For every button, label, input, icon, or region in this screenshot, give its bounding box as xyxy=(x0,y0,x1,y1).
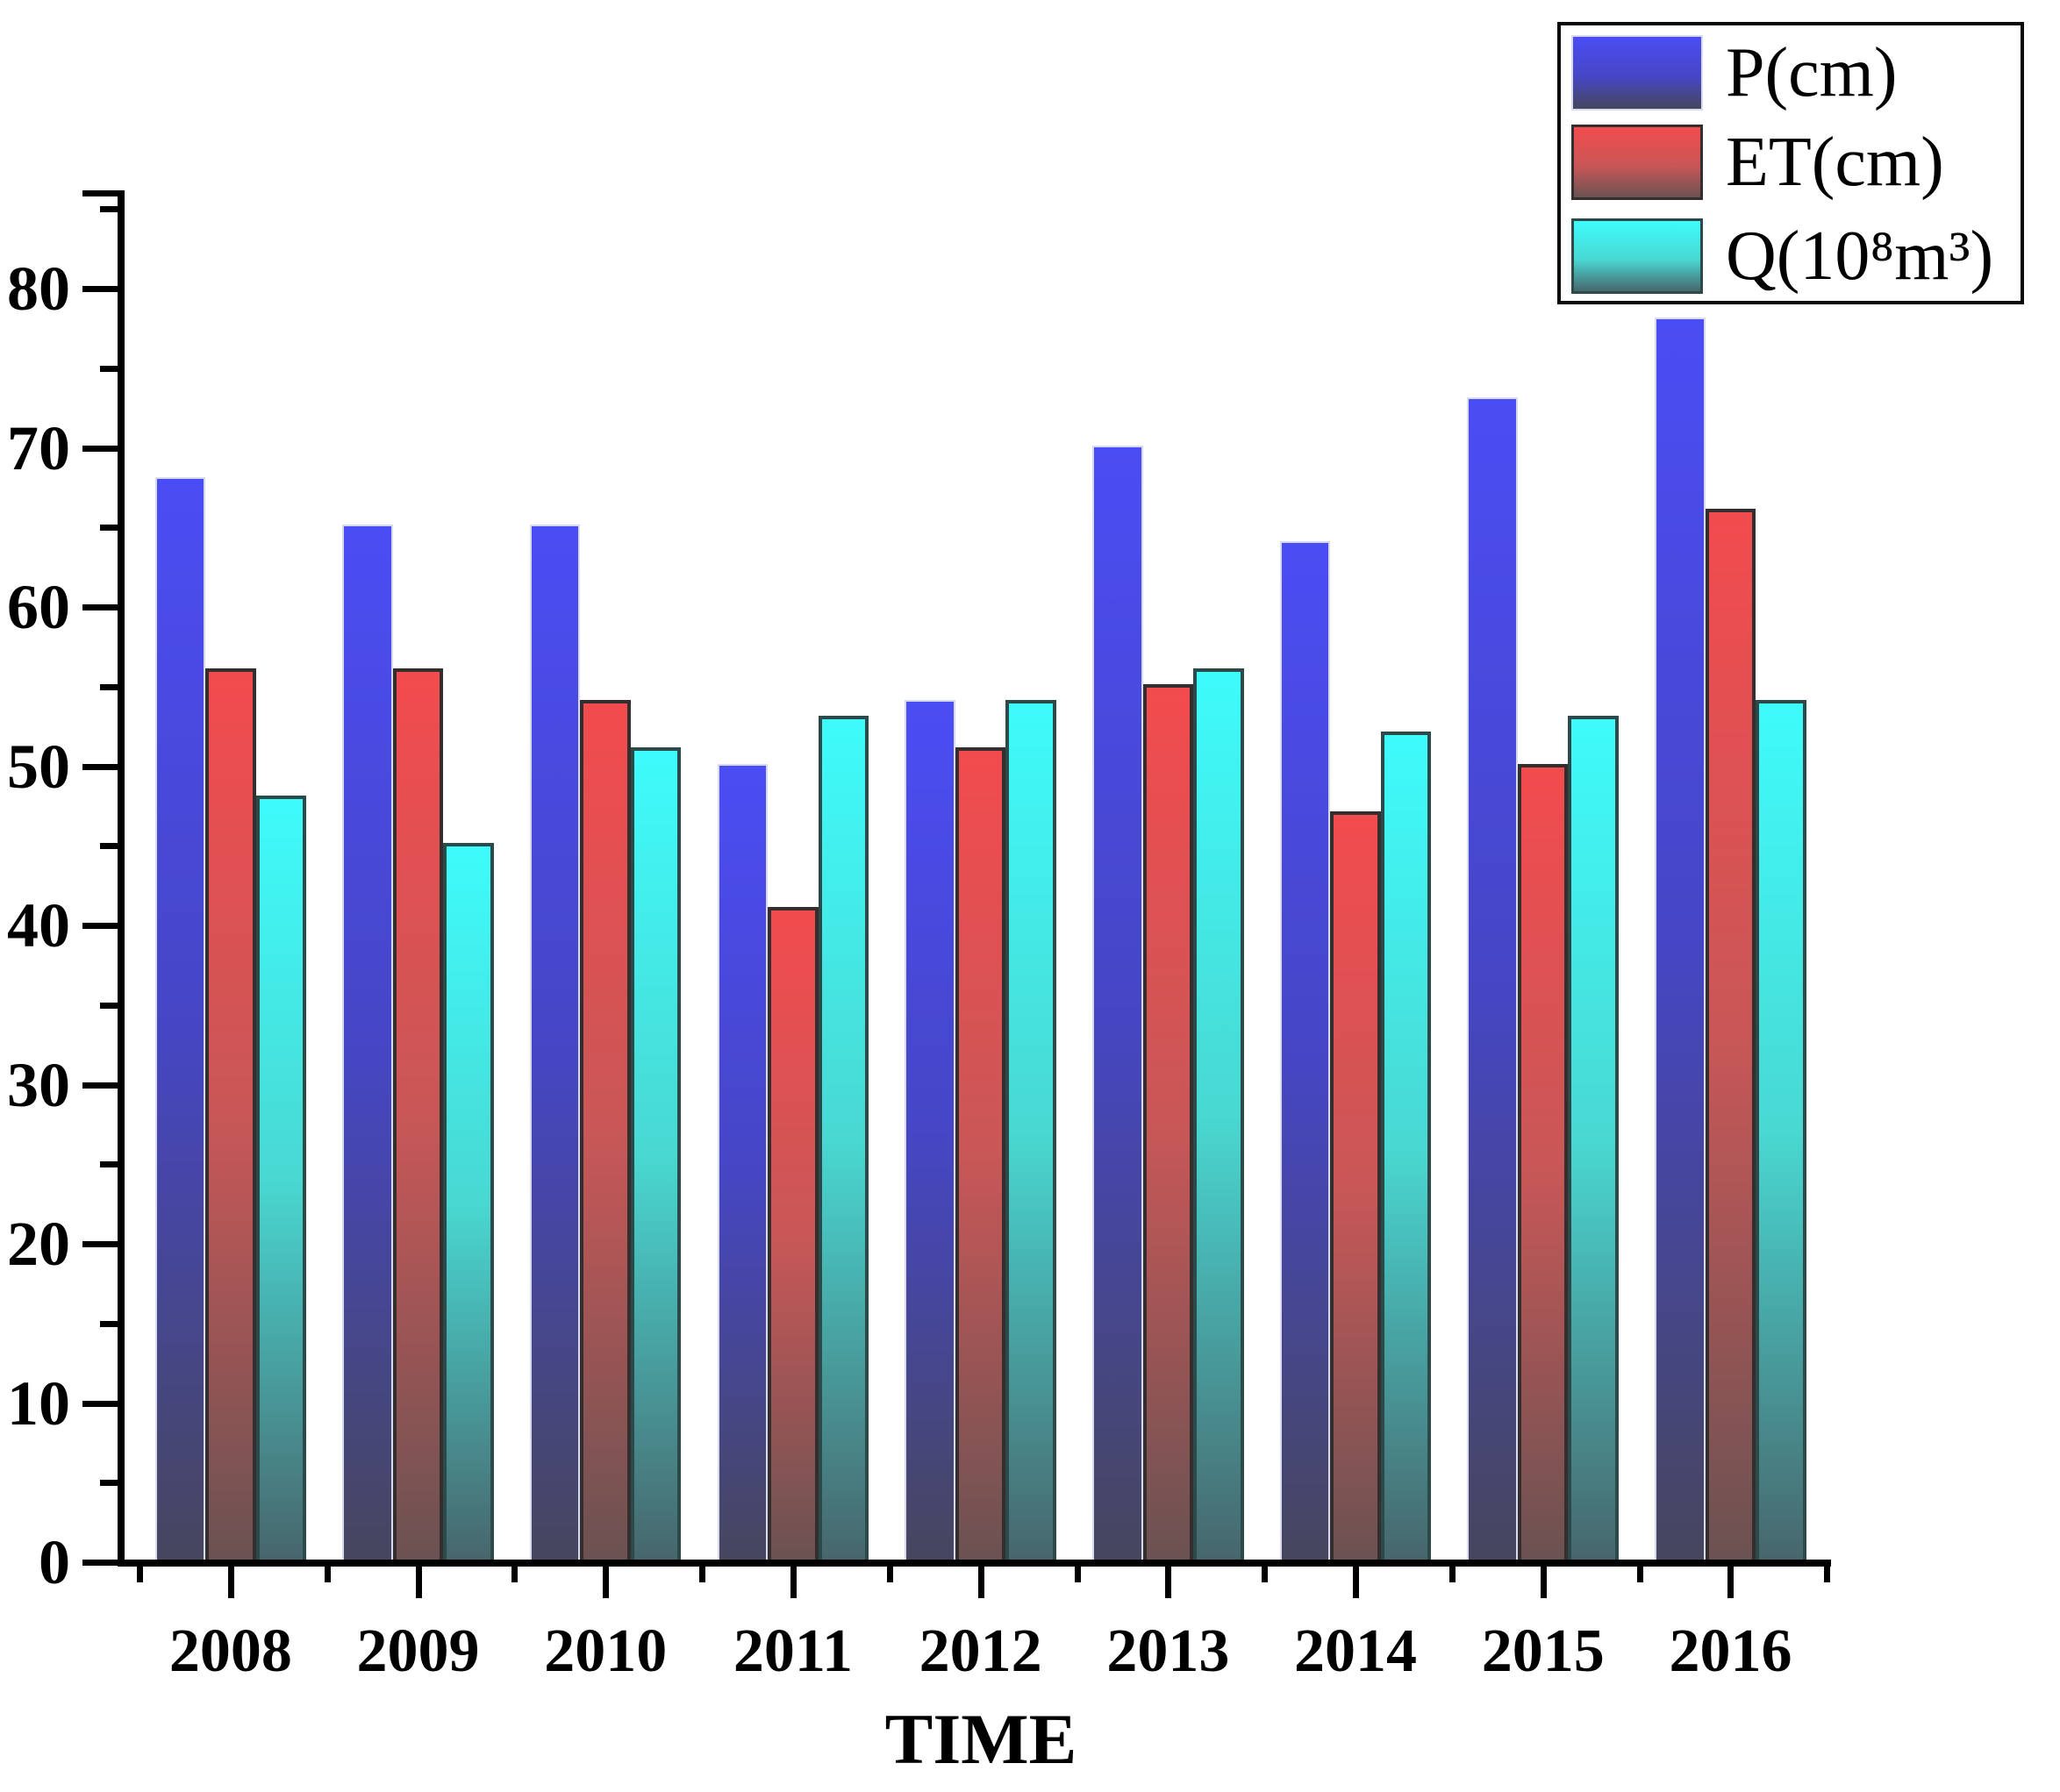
bar-2011-p xyxy=(717,763,769,1560)
x-boundary-tick xyxy=(511,1567,519,1582)
bar-2011-q xyxy=(818,716,869,1560)
y-tick-label: 20 xyxy=(7,1209,70,1280)
y-major-tick xyxy=(82,763,118,770)
bar-2012-p xyxy=(905,700,955,1560)
y-axis-line xyxy=(118,190,125,1567)
x-boundary-tick xyxy=(699,1567,706,1582)
y-minor-tick xyxy=(100,843,118,850)
legend-item-q: Q(10⁸m³) xyxy=(1571,218,1993,295)
x-axis-line xyxy=(118,1560,1832,1567)
y-major-tick xyxy=(82,604,118,611)
bar-2008-p xyxy=(154,476,205,1560)
x-tick-label: 2016 xyxy=(1669,1617,1792,1685)
bar-2014-et xyxy=(1330,811,1381,1560)
x-boundary-tick xyxy=(137,1567,143,1582)
x-tick-label: 2014 xyxy=(1294,1617,1418,1685)
bar-2013-q xyxy=(1193,668,1244,1560)
y-major-tick xyxy=(82,923,118,930)
y-tick-label: 10 xyxy=(7,1367,70,1439)
legend-swatch-et xyxy=(1571,125,1703,200)
bar-2015-q xyxy=(1568,716,1619,1560)
x-boundary-tick xyxy=(1262,1567,1269,1582)
legend-swatch-q xyxy=(1571,218,1703,294)
x-boundary-tick xyxy=(324,1567,331,1582)
x-major-tick xyxy=(790,1567,797,1598)
legend-item-et: ET(cm) xyxy=(1571,124,1944,201)
y-major-tick xyxy=(82,1241,118,1248)
legend-swatch-p xyxy=(1571,35,1703,111)
y-tick-label: 0 xyxy=(39,1527,70,1597)
x-major-tick xyxy=(415,1567,422,1598)
bar-2010-q xyxy=(630,747,682,1560)
x-boundary-tick xyxy=(1824,1567,1831,1582)
bar-2010-et xyxy=(580,700,631,1560)
x-major-tick xyxy=(227,1567,234,1598)
bar-2016-et xyxy=(1705,509,1756,1560)
bar-2013-p xyxy=(1092,445,1143,1560)
bar-2011-et xyxy=(768,906,819,1560)
y-tick-label: 50 xyxy=(7,731,70,802)
y-major-tick xyxy=(82,445,118,452)
bar-2012-q xyxy=(1005,700,1056,1560)
bar-2013-et xyxy=(1142,683,1193,1560)
x-axis-title: TIME xyxy=(884,1699,1077,1779)
bar-2015-et xyxy=(1517,763,1569,1560)
y-tick-label: 30 xyxy=(7,1049,70,1120)
x-tick-label: 2013 xyxy=(1106,1617,1230,1685)
x-boundary-tick xyxy=(1074,1567,1081,1582)
x-major-tick xyxy=(1727,1567,1735,1598)
y-minor-tick xyxy=(100,683,118,690)
x-tick-label: 2010 xyxy=(544,1617,668,1685)
bar-2008-q xyxy=(255,795,306,1560)
bar-2010-p xyxy=(529,525,581,1560)
legend-label-et: ET(cm) xyxy=(1726,124,1944,201)
x-tick-label: 2015 xyxy=(1481,1617,1605,1685)
bar-2009-et xyxy=(392,668,444,1560)
x-major-tick xyxy=(977,1567,984,1598)
y-minor-tick xyxy=(100,1002,118,1009)
x-major-tick xyxy=(603,1567,610,1598)
y-minor-tick xyxy=(100,206,118,213)
bar-2009-p xyxy=(342,525,393,1560)
legend-label-p: P(cm) xyxy=(1726,34,1898,111)
bar-2014-p xyxy=(1279,540,1331,1560)
y-minor-tick xyxy=(100,1480,118,1487)
legend-item-p: P(cm) xyxy=(1571,34,1898,111)
y-major-tick xyxy=(82,1082,118,1089)
bar-2015-p xyxy=(1467,397,1518,1560)
bar-2009-q xyxy=(443,843,494,1560)
x-major-tick xyxy=(1353,1567,1360,1598)
bar-2016-q xyxy=(1756,700,1806,1560)
x-tick-label: 2009 xyxy=(356,1617,480,1685)
legend-label-q: Q(10⁸m³) xyxy=(1726,218,1994,295)
y-tick-label: 40 xyxy=(7,890,70,961)
x-tick-label: 2012 xyxy=(919,1617,1042,1685)
y-major-tick xyxy=(82,1400,118,1407)
x-major-tick xyxy=(1540,1567,1547,1598)
y-axis-end-cap xyxy=(82,190,118,197)
y-major-tick xyxy=(82,1560,118,1566)
y-minor-tick xyxy=(100,365,118,372)
y-tick-label: 60 xyxy=(7,572,70,643)
x-boundary-tick xyxy=(1448,1567,1456,1582)
x-tick-label: 2008 xyxy=(168,1617,292,1685)
x-major-tick xyxy=(1165,1567,1172,1598)
y-tick-label: 80 xyxy=(7,253,70,325)
x-boundary-tick xyxy=(886,1567,893,1582)
y-minor-tick xyxy=(100,1320,118,1327)
y-minor-tick xyxy=(100,525,118,532)
bar-2008-et xyxy=(205,668,256,1560)
x-boundary-tick xyxy=(1636,1567,1643,1582)
legend-box: P(cm) ET(cm) Q(10⁸m³) xyxy=(1557,22,2024,304)
y-tick-label: 70 xyxy=(7,412,70,483)
x-tick-label: 2011 xyxy=(733,1617,853,1685)
bar-2014-q xyxy=(1380,732,1432,1560)
bar-2016-p xyxy=(1655,318,1706,1560)
y-major-tick xyxy=(82,286,118,293)
y-minor-tick xyxy=(100,1161,118,1168)
bar-2012-et xyxy=(955,747,1006,1560)
